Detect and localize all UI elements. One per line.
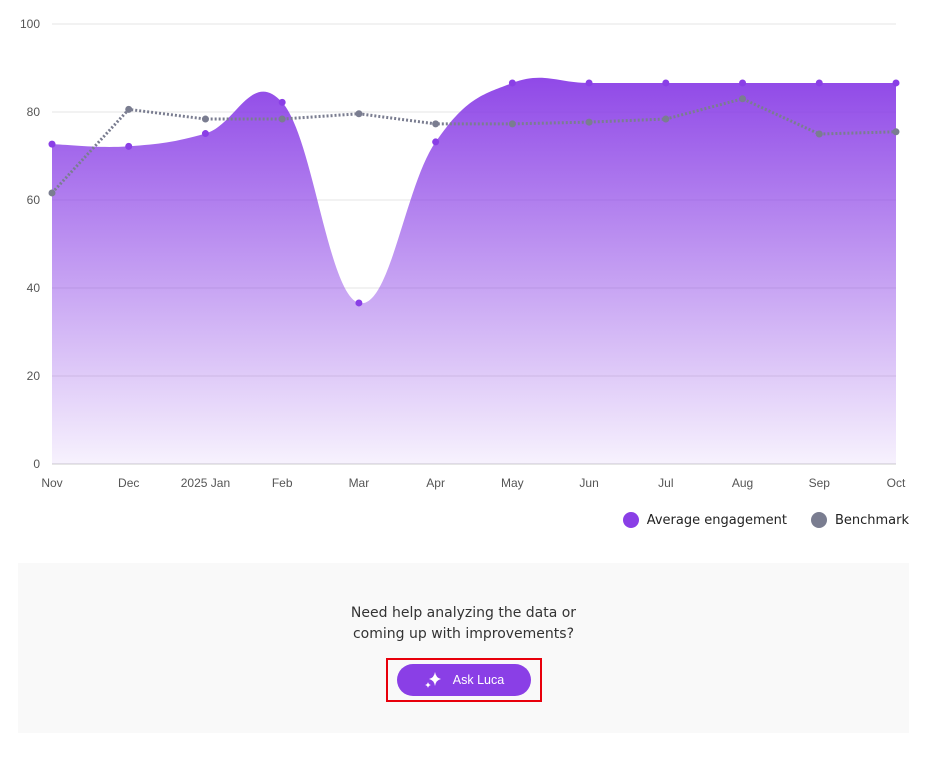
legend-item-engagement[interactable]: Average engagement bbox=[622, 512, 787, 528]
x-tick-label: Jun bbox=[579, 476, 598, 490]
x-tick-label: Jul bbox=[658, 476, 673, 490]
engagement-point bbox=[815, 79, 823, 87]
ask-luca-highlight: Ask Luca bbox=[385, 658, 542, 702]
legend-swatch bbox=[622, 512, 639, 528]
benchmark-point bbox=[585, 118, 593, 126]
x-tick-label: Sep bbox=[809, 476, 831, 490]
x-tick-label: Apr bbox=[426, 476, 445, 490]
benchmark-point bbox=[662, 115, 670, 123]
help-line: Need help analyzing the data or bbox=[350, 605, 577, 621]
benchmark-point bbox=[201, 115, 209, 123]
y-tick-label: 0 bbox=[33, 457, 40, 471]
y-tick-label: 60 bbox=[27, 193, 41, 207]
x-tick-label: Dec bbox=[118, 476, 139, 490]
x-tick-label: May bbox=[501, 476, 524, 490]
benchmark-point bbox=[508, 120, 516, 128]
engagement-point bbox=[355, 299, 363, 307]
engagement-point bbox=[585, 79, 593, 87]
benchmark-point bbox=[815, 130, 823, 138]
engagement-point bbox=[892, 79, 900, 87]
benchmark-point bbox=[892, 128, 900, 136]
help-text: Need help analyzing the data or coming u… bbox=[18, 603, 909, 645]
x-tick-label: Aug bbox=[732, 476, 753, 490]
x-tick-label: Nov bbox=[41, 476, 62, 490]
engagement-point bbox=[125, 142, 133, 150]
benchmark-point bbox=[278, 115, 286, 123]
legend-swatch bbox=[810, 512, 827, 528]
x-tick-label: Feb bbox=[272, 476, 293, 490]
engagement-point bbox=[201, 130, 209, 138]
button-label: Ask Luca bbox=[452, 673, 505, 687]
engagement-chart: 0 20 40 60 80 100 Nov Dec 2025 Jan Feb Mar Apr May Ju… bbox=[20, 17, 906, 490]
help-line: coming up with improvements? bbox=[352, 626, 575, 642]
help-panel: Need help analyzing the data or coming u… bbox=[18, 563, 909, 733]
sparkles-icon bbox=[424, 672, 441, 688]
legend-label: Average engagement bbox=[646, 512, 787, 528]
benchmark-line bbox=[50, 97, 897, 194]
y-tick-label: 80 bbox=[27, 105, 41, 119]
engagement-area bbox=[52, 77, 896, 464]
engagement-point bbox=[662, 79, 670, 87]
y-tick-label: 40 bbox=[27, 281, 41, 295]
legend-item-benchmark[interactable]: Benchmark bbox=[810, 512, 909, 528]
x-tick-label: Mar bbox=[349, 476, 370, 490]
benchmark-point bbox=[355, 110, 363, 118]
y-tick-label: 100 bbox=[20, 17, 40, 31]
engagement-point bbox=[508, 79, 516, 87]
engagement-point bbox=[432, 138, 440, 146]
x-tick-label: 2025 Jan bbox=[181, 476, 230, 490]
legend-label: Benchmark bbox=[834, 512, 909, 528]
engagement-point bbox=[48, 140, 56, 148]
engagement-point bbox=[278, 98, 286, 106]
x-tick-label: Oct bbox=[887, 476, 906, 490]
engagement-point bbox=[739, 79, 747, 87]
benchmark-point bbox=[48, 189, 56, 197]
benchmark-point bbox=[432, 120, 440, 128]
y-tick-label: 20 bbox=[27, 369, 41, 383]
ask-luca-button[interactable]: Ask Luca bbox=[396, 664, 531, 696]
chart-legend: Average engagement Benchmark bbox=[622, 512, 909, 528]
benchmark-point bbox=[739, 95, 747, 103]
benchmark-point bbox=[125, 105, 133, 113]
